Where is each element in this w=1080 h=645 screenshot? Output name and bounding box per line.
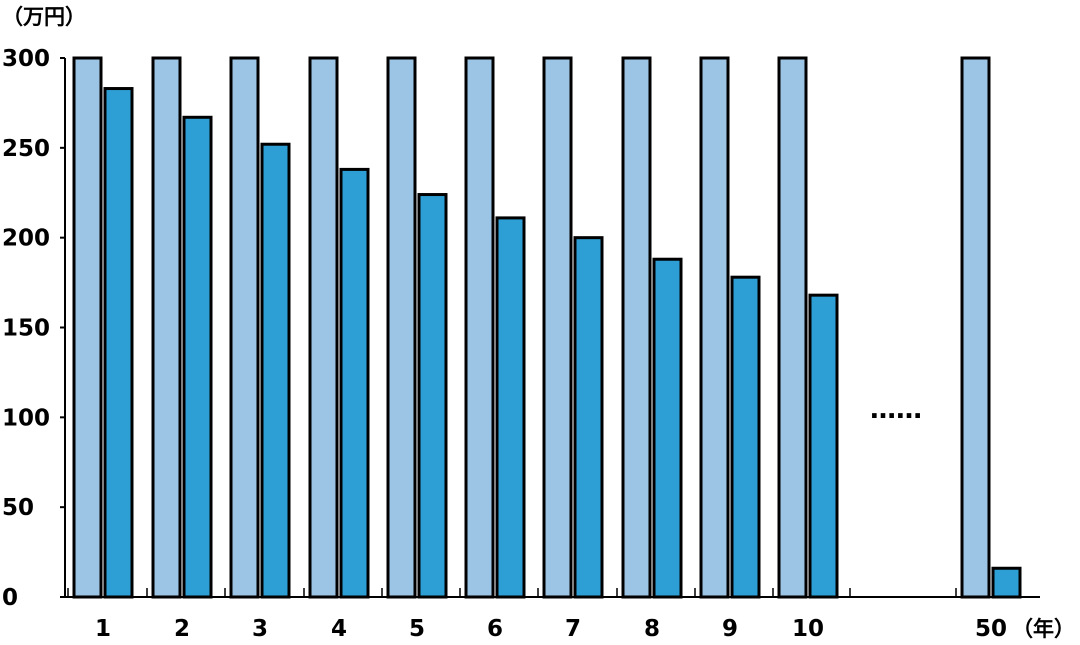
bars	[72, 56, 1022, 599]
bar-series-2-5	[417, 193, 448, 599]
y-tick-label: 300	[2, 46, 50, 72]
x-tick-label: 7	[565, 616, 581, 642]
bar-series-1-5	[386, 56, 417, 599]
bar-series-1-8	[621, 56, 652, 599]
bar-series-2-8	[652, 257, 683, 599]
x-tick-label: 5	[409, 616, 425, 642]
x-tick-label: 1	[95, 616, 111, 642]
bar-series-2-50	[991, 566, 1022, 599]
x-tick-label: 9	[722, 616, 738, 642]
x-unit-label: （年）	[1012, 617, 1075, 641]
x-tick-labels: 1 2 3 4 5 6 7 8 9 10 50	[95, 616, 1007, 642]
x-tick-label: 2	[174, 616, 190, 642]
x-tick-label: 6	[487, 616, 503, 642]
x-tick-label: 50	[975, 616, 1007, 642]
y-tick-label: 100	[2, 405, 50, 431]
bar-series-1-6	[464, 56, 495, 599]
bar-series-2-6	[495, 216, 526, 599]
bar-series-1-50	[960, 56, 991, 599]
bar-series-2-1	[103, 87, 134, 599]
bar-series-2-10	[808, 293, 839, 599]
gap-marker: ……	[870, 395, 922, 425]
y-tick-label: 50	[2, 495, 34, 521]
bar-series-1-9	[699, 56, 730, 599]
y-tick-label: 150	[2, 316, 50, 342]
bar-series-1-2	[151, 56, 182, 599]
bar-series-2-2	[182, 115, 213, 599]
y-tick-label: 250	[2, 136, 50, 162]
bar-series-2-9	[730, 275, 761, 599]
y-tick-label: 0	[2, 585, 18, 611]
y-unit-label: （万円）	[2, 5, 86, 29]
bar-series-1-4	[308, 56, 339, 599]
bar-series-2-4	[339, 167, 370, 599]
y-tick-label: 200	[2, 226, 50, 252]
y-tick-labels: 0 50 100 150 200 250 300	[2, 46, 50, 611]
bar-series-1-7	[542, 56, 573, 599]
bar-series-2-7	[573, 236, 604, 599]
x-tick-label: 4	[331, 616, 347, 642]
x-tick-label: 8	[644, 616, 660, 642]
x-tick-label: 10	[792, 616, 824, 642]
bar-series-1-1	[72, 56, 103, 599]
x-tick-label: 3	[252, 616, 268, 642]
bar-series-1-3	[229, 56, 260, 599]
bar-series-1-10	[777, 56, 808, 599]
bar-series-2-3	[260, 142, 291, 599]
